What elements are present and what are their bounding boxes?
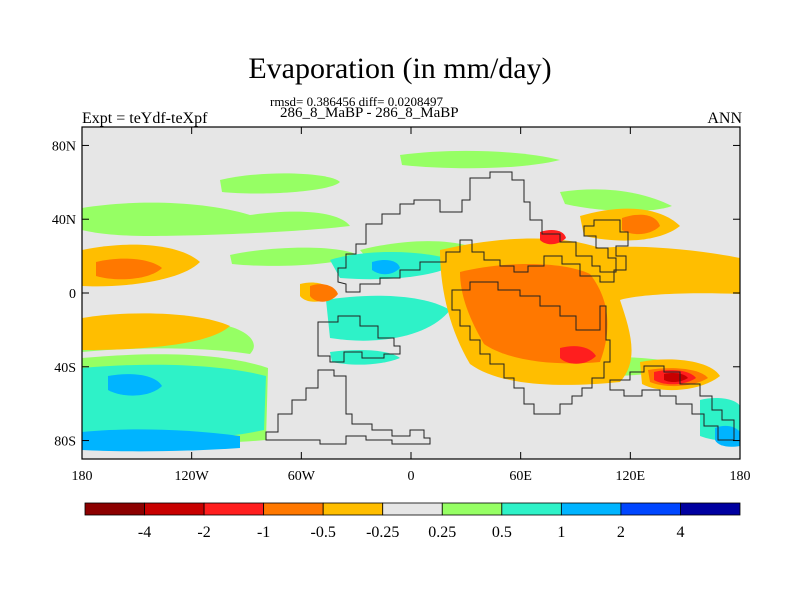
field-patch-green: [400, 150, 560, 169]
colorbar-label: -2: [197, 524, 210, 541]
colorbar-label: 1: [557, 524, 565, 541]
field-patch-cyan: [326, 295, 450, 341]
colorbar-label: -0.25: [366, 524, 399, 541]
colorbar-swatch: [680, 502, 741, 516]
y-tick-label: 0: [69, 287, 76, 302]
coastline-gondwana: [451, 281, 611, 415]
colorbar-label: 4: [676, 524, 684, 541]
colorbar-swatch: [382, 502, 443, 516]
y-tick-label: 40S: [54, 361, 76, 376]
colorbar-swatch: [84, 502, 145, 516]
field-patch-orange: [96, 258, 162, 280]
colorbar-label: -0.5: [311, 524, 336, 541]
colorbar-label: -4: [138, 524, 151, 541]
x-tick-label: 180: [72, 469, 93, 484]
x-tick-label: 60W: [288, 469, 316, 484]
field-patch-green: [560, 189, 672, 212]
colorbar-label: -1: [257, 524, 270, 541]
evaporation-field: [82, 150, 740, 452]
colorbar-swatch: [501, 502, 562, 516]
coastline-north-continent: [337, 171, 629, 293]
x-tick-label: 0: [408, 469, 415, 484]
field-patch-blue: [108, 374, 162, 396]
x-tick-label: 120W: [175, 469, 210, 484]
colorbar-label: 0.5: [492, 524, 512, 541]
colorbar-swatch: [322, 502, 384, 516]
colorbar-label: 2: [617, 524, 625, 541]
stats-label: rmsd= 0.386456 diff= 0.0208497: [270, 94, 443, 109]
season-label: ANN: [707, 110, 742, 127]
colorbar-swatch: [560, 502, 622, 516]
field-patch-green: [220, 173, 340, 194]
field-patch-cyan: [330, 350, 400, 365]
x-tick-label: 120E: [616, 469, 646, 484]
field-patch-orange: [310, 284, 338, 302]
y-tick-label: 40N: [52, 213, 76, 228]
coastlines: [265, 171, 735, 445]
y-axis: 80N 40N 0 40S 80S: [52, 139, 740, 450]
field-patch-green: [230, 247, 360, 266]
colorbar-swatch: [263, 502, 324, 516]
field-patch-orange: [622, 214, 660, 235]
colorbar-swatch: [620, 502, 681, 516]
field-patch-darkred: [664, 373, 688, 383]
coastline-antarctic: [265, 369, 431, 445]
field-patch-blue: [715, 425, 740, 447]
colorbar-swatch: [203, 502, 265, 516]
y-tick-label: 80N: [52, 139, 76, 154]
y-tick-label: 80S: [54, 435, 76, 450]
field-patch-orange: [460, 264, 608, 364]
colorbar-swatch: [144, 502, 205, 516]
colorbar: -4 -2 -1 -0.5 -0.25 0.25 0.5 1 2 4: [84, 502, 741, 541]
x-tick-label: 60E: [509, 469, 532, 484]
field-patch-blue: [372, 260, 400, 275]
coastline-southeast: [609, 365, 735, 441]
map-title: Evaporation (in mm/day): [248, 52, 552, 85]
experiment-label: Expt = teYdf-teXpf: [82, 110, 208, 127]
colorbar-swatch: [441, 502, 503, 516]
map-plot: [81, 126, 741, 460]
x-axis: 180 120W 60W 0 60E 120E 180: [72, 127, 751, 484]
x-tick-label: 180: [730, 469, 751, 484]
colorbar-label: 0.25: [428, 524, 456, 541]
field-patch-blue: [82, 429, 240, 452]
subtitle-label: 286_8_MaBP - 286_8_MaBP: [280, 105, 459, 121]
field-patch-yellow: [82, 313, 230, 350]
coastline-south-continent: [317, 315, 401, 363]
field-patch-green: [82, 202, 350, 236]
field-patch-red: [560, 346, 596, 364]
